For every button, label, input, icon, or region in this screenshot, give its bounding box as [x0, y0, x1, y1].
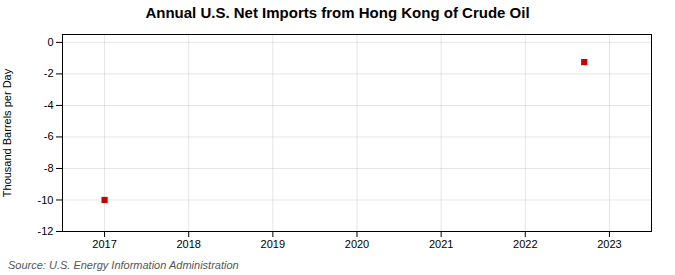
- svg-text:-10: -10: [38, 194, 54, 206]
- svg-text:2023: 2023: [597, 238, 621, 250]
- svg-text:2020: 2020: [345, 238, 369, 250]
- svg-text:-4: -4: [44, 99, 54, 111]
- svg-text:2022: 2022: [513, 238, 537, 250]
- html-text:Source: U.S. Energy Informatio: Source: U.S. Energy Information Administ…: [8, 259, 239, 271]
- svg-text:2017: 2017: [92, 238, 116, 250]
- svg-text:2018: 2018: [176, 238, 200, 250]
- svg-text:-8: -8: [44, 162, 54, 174]
- svg-text:2019: 2019: [261, 238, 285, 250]
- svg-text:-2: -2: [44, 67, 54, 79]
- svg-text:-6: -6: [44, 130, 54, 142]
- svg-text:-12: -12: [38, 225, 54, 237]
- svg-text:0: 0: [47, 36, 53, 48]
- html-text:Annual U.S. Net Imports from H: Annual U.S. Net Imports from Hong Kong o…: [145, 4, 530, 21]
- svg-text:2021: 2021: [429, 238, 453, 250]
- svg-text:Thousand Barrels per Day: Thousand Barrels per Day: [1, 68, 13, 197]
